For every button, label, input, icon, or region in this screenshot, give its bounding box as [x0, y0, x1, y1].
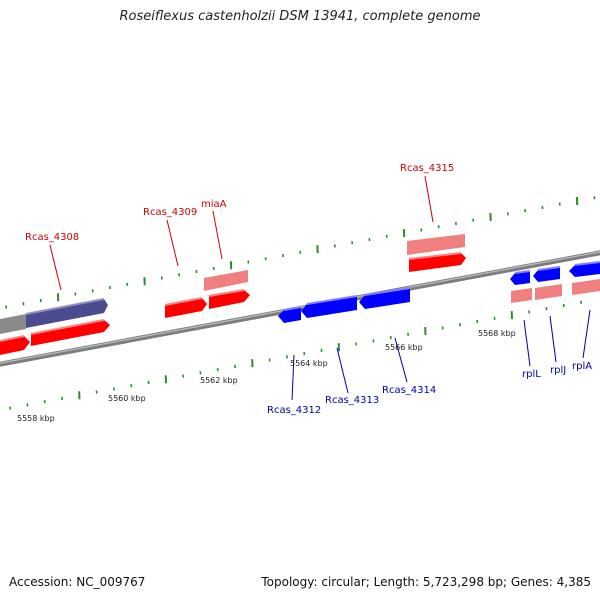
scale-label-5558: 5558 kbp	[17, 414, 55, 423]
gene-other[interactable]	[26, 299, 108, 328]
gene-label-miaA[interactable]: miaA	[201, 199, 227, 210]
lower-tick-row	[9, 300, 582, 410]
gene-rplJ-outer[interactable]	[535, 284, 562, 300]
gene-label-rcas-4313[interactable]: Rcas_4313	[325, 395, 379, 406]
label-leaders	[49, 175, 591, 401]
gene-rcas-4308[interactable]	[31, 320, 110, 346]
gene-label-rplL[interactable]: rplL	[522, 369, 541, 380]
gene-track	[0, 234, 600, 355]
gene-rplL[interactable]	[510, 271, 530, 285]
gene-label-rplA[interactable]: rplA	[572, 361, 592, 372]
gene-label-rplJ[interactable]: rplJ	[550, 365, 566, 376]
gene-label-rcas-4308[interactable]: Rcas_4308	[25, 232, 79, 243]
genome-stats-text: Topology: circular; Length: 5,723,298 bp…	[261, 575, 591, 589]
scale-label-5560: 5560 kbp	[108, 394, 146, 403]
gene-rcas-4315-outer[interactable]	[407, 234, 465, 255]
scale-label-5568: 5568 kbp	[478, 329, 516, 338]
gene-rcas-4312[interactable]	[278, 307, 301, 323]
gene-rcas-4309[interactable]	[165, 298, 207, 318]
gene-rplA-outer[interactable]	[572, 279, 600, 295]
gene-rcas-4314[interactable]	[359, 288, 410, 309]
scale-label-5562: 5562 kbp	[200, 376, 238, 385]
map-title: Roseiflexus castenholzii DSM 13941, comp…	[119, 9, 481, 24]
gene-label-rcas-4314[interactable]: Rcas_4314	[382, 385, 436, 396]
gene-label-rcas-4309[interactable]: Rcas_4309	[143, 207, 197, 218]
gene-miaA-outer[interactable]	[204, 270, 248, 291]
scale-label-5564: 5564 kbp	[290, 359, 328, 368]
gene-forward-left-partial[interactable]	[0, 336, 30, 355]
gene-rplL-outer[interactable]	[511, 288, 532, 303]
scale-label-5566: 5566 kbp	[385, 343, 423, 352]
upper-tick-row	[5, 196, 596, 309]
accession-text: Accession: NC_009767	[9, 575, 146, 589]
gene-rcas-4313[interactable]	[301, 296, 357, 318]
gene-label-rcas-4315[interactable]: Rcas_4315	[400, 163, 454, 174]
gene-partial-grey[interactable]	[0, 314, 26, 334]
gene-label-rcas-4312[interactable]: Rcas_4312	[267, 405, 321, 416]
